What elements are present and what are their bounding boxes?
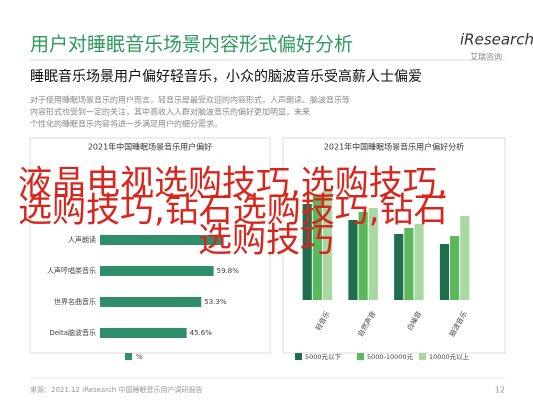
bar: [100, 297, 202, 307]
logo-sub: 艾瑞咨询: [470, 52, 502, 62]
body-text: 对于使用睡眠场景音乐的用户而言，轻音乐是最受欢迎的内容形式，人声朗读、脑波音乐等: [30, 95, 350, 105]
legend-swatch: [295, 353, 302, 360]
overlay-text: 选购技巧: [198, 221, 334, 261]
bar: [100, 235, 222, 245]
bar: [358, 212, 368, 300]
bar: [100, 266, 214, 276]
overlay-text: 液晶电视选购技巧,选购技巧,: [18, 164, 448, 204]
chart-title: 2021年中国睡眠场景音乐用户偏好: [88, 142, 212, 152]
bar: [394, 234, 404, 300]
chart-title: 2021年中国睡眠场景音乐用户偏好分析: [324, 142, 464, 152]
bar: [439, 244, 450, 300]
footer-source: 来源：2021.12 iResearch 中国睡眠音乐用户调研报告: [30, 385, 202, 394]
bar: [100, 328, 187, 338]
body-text: 个性化的睡眠音乐内容将进一步满足用户的细分需求。: [30, 119, 222, 129]
logo: iResearch: [460, 31, 533, 49]
value-label: 53.3%: [204, 298, 227, 306]
overlay-text: 选购技巧,钻石选购技巧,钻石: [18, 191, 448, 231]
legend-label: 5000-10000元: [367, 353, 414, 361]
legend-swatch: [357, 353, 364, 360]
chart-frame: [282, 137, 506, 354]
bar: [450, 236, 460, 300]
page-title: 用户对睡眠音乐场景内容形式偏好分析: [30, 34, 353, 56]
chart-frame: [29, 137, 271, 354]
legend-swatch: [419, 353, 426, 360]
bar: [312, 196, 322, 300]
overlay: 液晶电视选购技巧,选购技巧, 选购技巧,钻石选购技巧,钻石 选购技巧: [18, 164, 448, 261]
value-label: 59.8%: [217, 267, 240, 275]
bar: [404, 228, 414, 300]
bar: [368, 208, 378, 300]
legend-label: 5000元以下: [305, 353, 342, 361]
category-label: 人声哼唱类音乐: [47, 266, 96, 275]
bar: [348, 220, 358, 300]
bar: [302, 204, 312, 300]
legend-label: %: [136, 353, 143, 361]
body-text: 内容形式也受到一定的关注，其中高收入人群对脑波音乐的偏好更加明显，未来: [30, 107, 310, 117]
page-number: 12: [495, 386, 505, 395]
legend-label: 10000元以上: [429, 352, 470, 361]
bar: [460, 216, 470, 300]
legend-swatch: [125, 353, 132, 360]
value-label: 45.6%: [190, 329, 213, 337]
category-label: 人声朗读: [68, 235, 96, 244]
category-label: Delta脑波音乐: [49, 328, 96, 337]
bar: [322, 190, 333, 300]
category-label: 世界名曲音乐: [54, 297, 96, 306]
bar: [414, 224, 424, 300]
subtitle: 睡眠音乐场景用户偏好轻音乐，小众的脑波音乐受高薪人士偏爱: [30, 68, 422, 85]
